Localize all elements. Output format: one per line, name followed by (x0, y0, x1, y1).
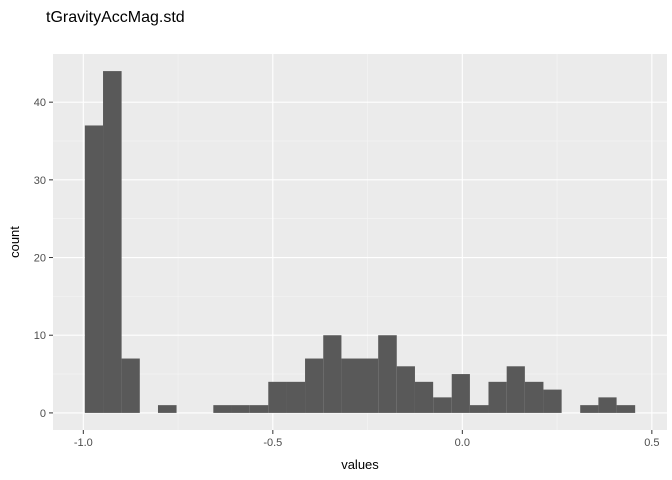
histogram-bar (213, 405, 232, 413)
x-tick-label: -1.0 (74, 437, 93, 449)
y-tick-label: 20 (34, 253, 46, 265)
x-tick-label: 0.5 (644, 437, 659, 449)
histogram-bar (103, 71, 122, 413)
x-tick-label: -0.5 (263, 437, 282, 449)
histogram-bar (433, 397, 452, 413)
histogram-bar (341, 358, 360, 413)
histogram-bar (543, 389, 562, 413)
histogram-bar (414, 381, 434, 413)
histogram-bar (524, 381, 544, 413)
histogram-bar (249, 405, 269, 413)
histogram-bar (231, 405, 250, 413)
histogram-bar (305, 358, 324, 413)
y-axis-title: count (7, 226, 22, 258)
histogram-bar (506, 366, 525, 413)
histogram-bar (157, 405, 177, 413)
x-axis-title: values (341, 457, 379, 472)
y-tick-label: 40 (34, 97, 46, 109)
histogram-bar (598, 397, 617, 413)
chart-title: tGravityAccMag.std (46, 9, 185, 26)
histogram-bar (451, 374, 470, 413)
x-tick-label: 0.0 (455, 437, 470, 449)
histogram-bar (360, 358, 379, 413)
histogram-bar (469, 405, 489, 413)
histogram-bar (396, 366, 415, 413)
histogram-bar (323, 335, 342, 413)
histogram-bar (286, 381, 306, 413)
y-axis: 0 10 20 30 40 (34, 97, 53, 420)
histogram-bar (121, 358, 140, 413)
histogram-bar (616, 405, 636, 413)
histogram-bar (488, 381, 507, 413)
x-axis: -1.0 -0.5 0.0 0.5 (74, 430, 659, 449)
histogram-bar (580, 405, 599, 413)
histogram-bar (84, 125, 104, 413)
y-tick-label: 30 (34, 175, 46, 187)
major-gridlines (53, 54, 667, 430)
histogram-bars (84, 71, 636, 413)
y-tick-label: 10 (34, 330, 46, 342)
histogram-bar (268, 381, 287, 413)
y-tick-label: 0 (40, 408, 46, 420)
histogram-bar (378, 335, 397, 413)
